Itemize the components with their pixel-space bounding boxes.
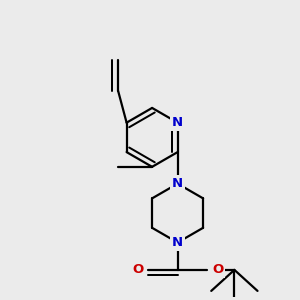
Text: O: O (212, 263, 223, 276)
Text: O: O (132, 263, 143, 276)
Text: N: N (172, 116, 183, 129)
Text: N: N (172, 177, 183, 190)
Text: N: N (172, 236, 183, 249)
